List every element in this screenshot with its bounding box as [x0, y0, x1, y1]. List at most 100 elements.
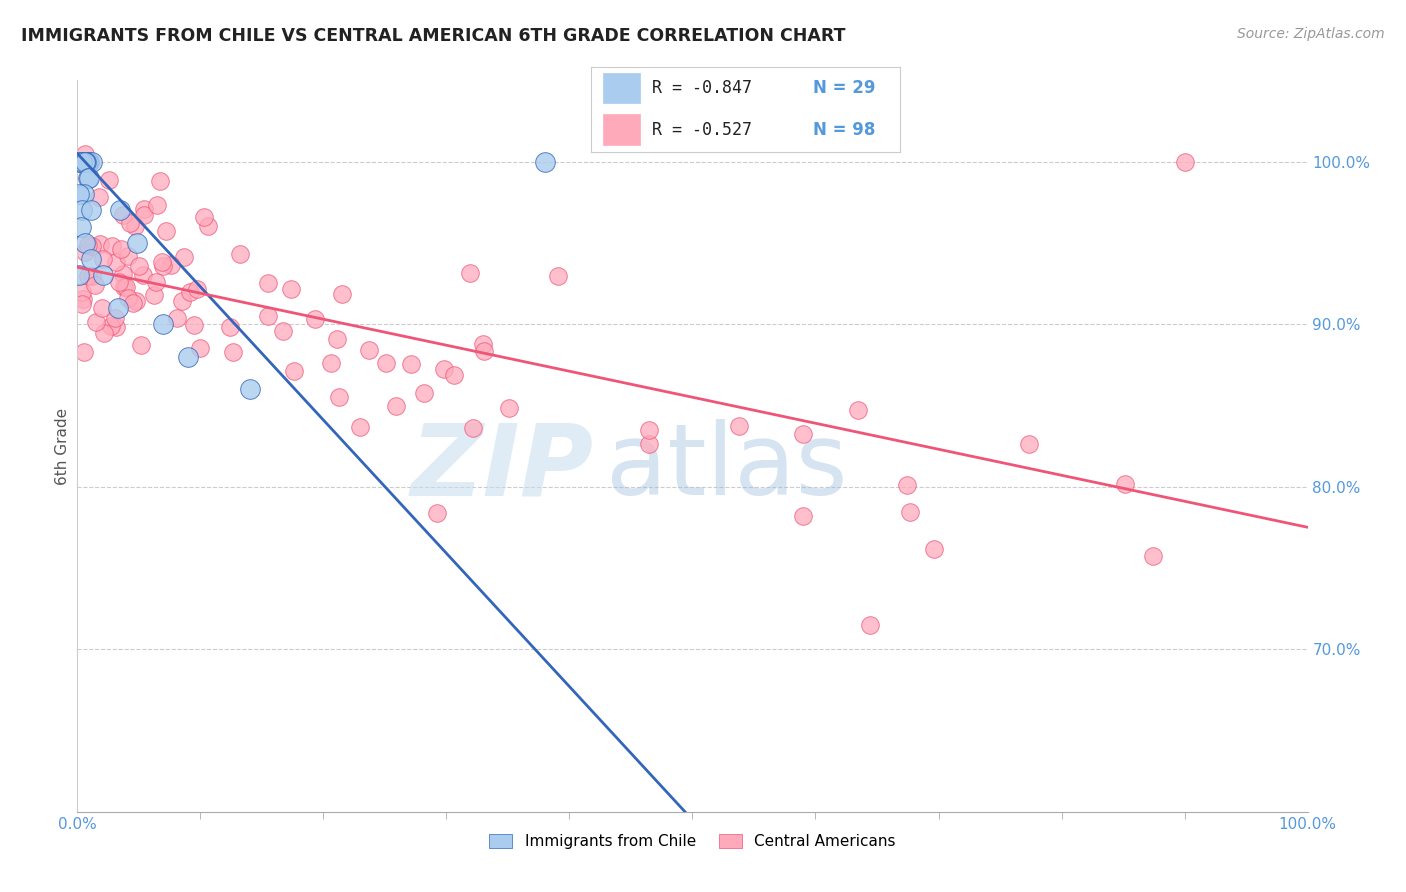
- Point: [183, 318, 205, 332]
- Point: [118, 216, 141, 230]
- Point: [89, 236, 111, 251]
- Point: [67, 268, 90, 283]
- Point: [458, 266, 481, 280]
- Legend: Immigrants from Chile, Central Americans: Immigrants from Chile, Central Americans: [484, 828, 901, 855]
- Point: [321, 355, 343, 369]
- Point: [219, 320, 242, 334]
- Point: [433, 361, 456, 376]
- Bar: [603, 73, 640, 103]
- Point: [637, 423, 659, 437]
- Point: [122, 296, 145, 310]
- Point: [129, 338, 152, 352]
- Point: [898, 505, 921, 519]
- Point: [1018, 436, 1040, 450]
- Point: [80, 154, 103, 169]
- Text: R = -0.847: R = -0.847: [652, 79, 752, 97]
- Point: [177, 350, 200, 364]
- Point: [896, 478, 918, 492]
- Text: IMMIGRANTS FROM CHILE VS CENTRAL AMERICAN 6TH GRADE CORRELATION CHART: IMMIGRANTS FROM CHILE VS CENTRAL AMERICA…: [21, 27, 845, 45]
- Point: [375, 356, 398, 370]
- Point: [73, 187, 96, 202]
- Point: [257, 309, 280, 323]
- Point: [107, 275, 129, 289]
- Point: [70, 219, 93, 234]
- Point: [471, 337, 494, 351]
- Bar: [603, 114, 640, 145]
- Point: [80, 252, 103, 266]
- Point: [72, 293, 94, 307]
- Point: [143, 287, 166, 301]
- Point: [304, 312, 326, 326]
- Point: [155, 224, 177, 238]
- Point: [75, 147, 97, 161]
- Point: [125, 293, 148, 308]
- Point: [73, 344, 96, 359]
- Point: [115, 280, 138, 294]
- Point: [283, 364, 305, 378]
- Point: [146, 198, 169, 212]
- Point: [188, 341, 211, 355]
- Point: [728, 419, 751, 434]
- Point: [280, 283, 302, 297]
- Point: [75, 154, 97, 169]
- Point: [87, 190, 110, 204]
- Point: [166, 311, 188, 326]
- Text: N = 98: N = 98: [813, 120, 876, 138]
- Text: N = 29: N = 29: [813, 79, 876, 97]
- Text: Source: ZipAtlas.com: Source: ZipAtlas.com: [1237, 27, 1385, 41]
- Point: [91, 268, 114, 283]
- Point: [271, 324, 294, 338]
- Point: [349, 420, 371, 434]
- Point: [149, 174, 172, 188]
- Point: [413, 386, 436, 401]
- Point: [117, 249, 139, 263]
- Point: [1142, 549, 1164, 563]
- Point: [75, 154, 97, 169]
- Point: [426, 507, 449, 521]
- Point: [79, 170, 101, 185]
- Point: [104, 255, 127, 269]
- Point: [91, 301, 114, 315]
- Point: [83, 278, 105, 293]
- Point: [197, 219, 219, 233]
- Point: [75, 245, 97, 260]
- Point: [104, 320, 127, 334]
- Point: [73, 235, 96, 250]
- Point: [91, 252, 114, 267]
- Point: [326, 332, 349, 346]
- Point: [128, 259, 150, 273]
- Point: [152, 317, 174, 331]
- Point: [145, 275, 167, 289]
- Point: [76, 170, 98, 185]
- Point: [82, 239, 104, 253]
- Point: [328, 390, 350, 404]
- Point: [125, 235, 148, 250]
- Point: [547, 268, 569, 283]
- Point: [77, 154, 100, 169]
- Point: [69, 187, 91, 202]
- Text: R = -0.527: R = -0.527: [652, 120, 752, 138]
- Point: [98, 173, 121, 187]
- Point: [357, 343, 380, 357]
- Point: [257, 277, 280, 291]
- Point: [107, 301, 129, 315]
- Point: [498, 401, 520, 416]
- Text: atlas: atlas: [606, 419, 848, 516]
- Point: [80, 268, 103, 283]
- Point: [110, 243, 132, 257]
- Point: [69, 154, 91, 169]
- Point: [228, 246, 250, 260]
- Point: [472, 343, 495, 358]
- Point: [239, 382, 262, 396]
- Point: [160, 258, 183, 272]
- Point: [70, 285, 93, 299]
- Point: [100, 319, 122, 334]
- Point: [132, 208, 155, 222]
- Y-axis label: 6th Grade: 6th Grade: [55, 408, 70, 484]
- Point: [443, 368, 465, 382]
- Point: [72, 203, 94, 218]
- Point: [111, 267, 134, 281]
- Point: [77, 269, 100, 284]
- Point: [101, 239, 124, 253]
- Point: [77, 237, 100, 252]
